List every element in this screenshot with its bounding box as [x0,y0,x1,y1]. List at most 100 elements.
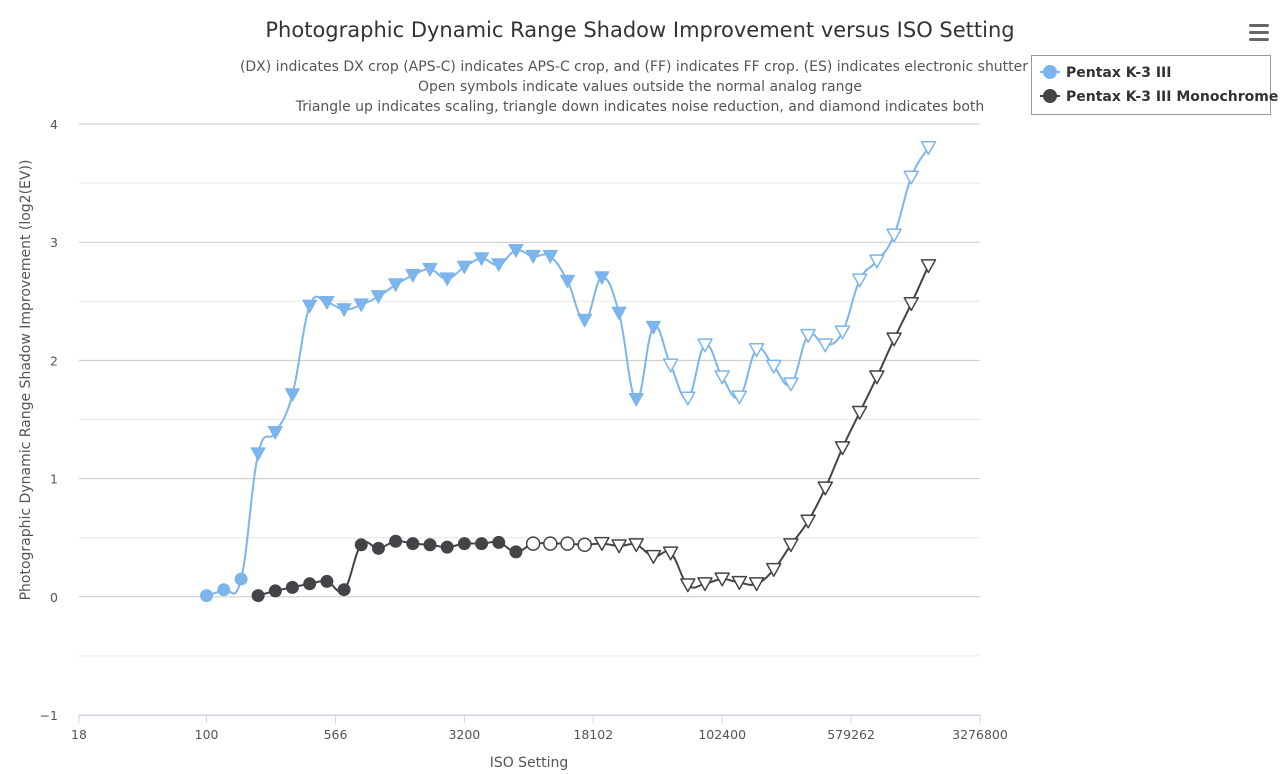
data-point[interactable] [336,303,352,317]
data-point[interactable] [389,534,403,548]
data-point[interactable] [628,392,644,407]
data-point[interactable] [611,539,627,554]
data-point[interactable] [440,540,454,554]
data-point[interactable] [594,271,610,285]
data-point[interactable] [920,259,937,274]
data-point[interactable] [851,273,868,288]
data-point[interactable] [320,574,334,588]
data-point[interactable] [217,583,231,597]
data-point[interactable] [337,583,351,597]
data-point[interactable] [645,549,662,565]
data-point[interactable] [662,546,679,561]
data-point[interactable] [234,572,248,586]
data-point[interactable] [405,268,421,283]
data-point[interactable] [302,299,318,314]
data-point[interactable] [577,537,592,553]
data-point[interactable] [474,252,490,266]
y-tick-label: 1 [50,472,58,487]
data-point[interactable] [800,514,816,529]
data-point[interactable] [268,584,282,598]
data-point[interactable] [491,258,507,272]
data-point[interactable] [509,545,523,559]
data-point[interactable] [492,535,506,549]
data-point[interactable] [714,370,730,385]
legend-item-pentax-k3-iii-monochrome[interactable]: Pentax K-3 III Monochrome [1040,89,1278,105]
data-point[interactable] [577,313,593,328]
data-point[interactable] [303,577,317,591]
data-point[interactable] [423,538,437,552]
data-point[interactable] [508,244,524,258]
chart-subtitle-line-2: Open symbols indicate values outside the… [418,79,862,95]
data-point[interactable] [680,578,696,593]
data-point[interactable] [662,358,679,373]
data-point[interactable] [525,249,541,264]
y-tick-label: 3 [50,235,58,250]
data-point[interactable] [851,405,868,420]
data-point[interactable] [680,391,696,406]
data-point[interactable] [697,338,713,353]
data-point[interactable] [783,377,799,392]
data-point[interactable] [766,359,782,374]
data-point[interactable] [714,572,730,587]
y-tick-label: −1 [40,708,58,723]
data-point[interactable] [783,538,799,553]
data-point[interactable] [594,536,610,552]
data-point[interactable] [456,260,472,275]
y-axis: 4 3 2 1 0 −1 [40,117,58,723]
data-point[interactable] [731,390,748,405]
legend-marker-icon [1043,89,1057,103]
data-point[interactable] [920,140,937,156]
data-point[interactable] [628,538,644,553]
data-point[interactable] [371,541,385,555]
data-point[interactable] [525,536,541,551]
data-point[interactable] [422,262,438,277]
x-tick-label: 579262 [827,727,875,742]
x-tick-label: 100 [195,727,219,742]
data-point[interactable] [285,580,299,594]
data-point[interactable] [817,338,834,353]
data-point[interactable] [903,296,919,312]
data-point[interactable] [886,332,902,347]
data-point[interactable] [645,320,661,335]
series-line [257,265,930,597]
data-point[interactable] [319,296,335,310]
data-point[interactable] [353,298,369,312]
data-point[interactable] [267,426,283,440]
data-point[interactable] [284,388,300,402]
data-point[interactable] [834,325,851,340]
data-point[interactable] [370,290,386,304]
data-point[interactable] [543,536,558,551]
data-point[interactable] [903,170,919,185]
data-point[interactable] [834,441,851,456]
data-point[interactable] [457,537,471,551]
data-point[interactable] [439,272,455,286]
data-point[interactable] [542,249,558,264]
data-point[interactable] [697,577,713,592]
data-point[interactable] [388,278,404,292]
data-point[interactable] [611,306,627,321]
data-point[interactable] [817,481,834,496]
data-point[interactable] [200,589,214,603]
data-point[interactable] [886,228,902,243]
data-point[interactable] [354,538,368,552]
data-point[interactable] [731,575,748,591]
menu-bar [1249,38,1269,41]
data-point[interactable] [560,274,575,289]
data-point[interactable] [800,328,816,343]
data-point[interactable] [406,537,420,551]
data-point[interactable] [766,562,782,578]
data-point[interactable] [869,370,885,385]
data-point[interactable] [250,447,266,461]
legend-item-pentax-k3-iii[interactable]: Pentax K-3 III [1040,65,1171,81]
hamburger-menu-icon[interactable] [1244,20,1272,46]
x-tick-label: 3276800 [952,727,1008,742]
y-tick-label: 4 [50,117,58,132]
data-point[interactable] [560,536,575,551]
data-point[interactable] [748,343,765,358]
x-axis-title: ISO Setting [490,755,569,771]
data-point[interactable] [251,589,265,603]
data-point[interactable] [869,254,885,269]
data-point[interactable] [748,577,765,592]
data-point[interactable] [475,537,489,551]
series-layer [200,140,937,603]
